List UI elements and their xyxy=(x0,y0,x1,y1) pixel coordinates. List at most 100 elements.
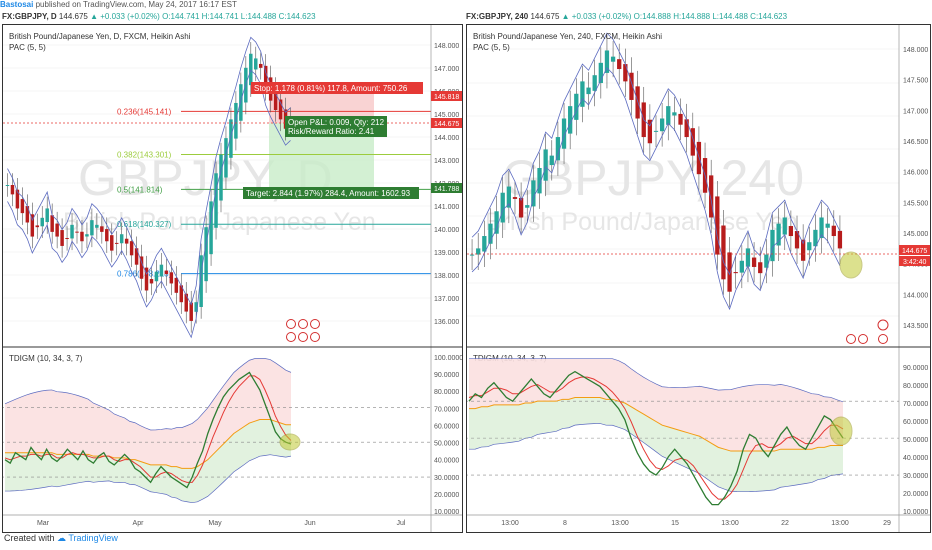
candle xyxy=(273,89,278,110)
right-last-tag xyxy=(899,245,930,255)
candle xyxy=(204,227,208,282)
left-event-icon[interactable] xyxy=(286,332,296,342)
osc-axis-label: 50.0000 xyxy=(903,437,928,444)
candle xyxy=(684,119,689,138)
price-axis-label: 145.000 xyxy=(434,112,459,119)
candle xyxy=(604,50,610,73)
osc-axis-label: 100.0000 xyxy=(434,355,462,362)
right-indicator-label: PAC (5, 5) xyxy=(473,43,510,52)
publish-info: published on TradingView.com, May 24, 20… xyxy=(35,0,237,9)
osc-upper-fill xyxy=(5,358,291,469)
right-price-axis: 148.000 147.500 147.000 146.500 146.000 145.5… xyxy=(903,47,928,330)
candle xyxy=(224,138,228,178)
right-price-tags: 144.675 3:42:40 xyxy=(899,245,930,266)
left-stop-label-bg xyxy=(251,82,423,94)
left-event-icon[interactable] xyxy=(310,332,320,342)
left-target-label[interactable]: Target: 2.844 (1.97%) 284.4, Amount: 160… xyxy=(243,187,419,199)
osc-axis-label: 80.0000 xyxy=(903,383,928,390)
left-symbol: FX:GBPJPY, D xyxy=(2,12,57,21)
right-chart-panel[interactable]: GBPJPY, 240 British Pound/Japanese Yen B… xyxy=(466,24,931,533)
osc-axis-label: 10.0000 xyxy=(903,509,928,516)
left-event-icon[interactable] xyxy=(298,319,308,329)
candle xyxy=(100,226,104,232)
right-event-icon[interactable] xyxy=(878,334,888,344)
candle xyxy=(60,230,64,246)
time-axis-label: 13:00 xyxy=(831,520,849,527)
candle xyxy=(610,56,616,62)
candle xyxy=(727,252,732,292)
candle xyxy=(85,234,89,237)
left-stop-label[interactable]: Stop: 1.178 (0.81%) 117.8, Amount: 750.2… xyxy=(251,82,423,94)
candle xyxy=(119,234,124,244)
osc-signal-line xyxy=(468,376,844,500)
candle xyxy=(5,185,10,186)
osc-market-base xyxy=(5,419,291,469)
candle xyxy=(179,285,184,303)
osc-lower-fill xyxy=(469,397,843,492)
candle xyxy=(249,53,253,86)
time-axis-label: 8 xyxy=(563,520,567,527)
candle xyxy=(476,248,481,255)
right-event-icon[interactable] xyxy=(846,334,856,344)
candle xyxy=(70,224,74,239)
left-event-icon[interactable] xyxy=(310,319,320,329)
candle xyxy=(825,223,830,228)
candle xyxy=(770,229,775,262)
right-event-icon[interactable] xyxy=(877,319,889,331)
candle xyxy=(518,197,524,218)
right-countdown-tag xyxy=(899,256,930,266)
right-osc-axis: 90.0000 80.0000 70.0000 60.0000 50.0000 40.00… xyxy=(903,365,928,516)
osc-axis-label: 80.0000 xyxy=(434,389,459,396)
candle xyxy=(189,302,193,321)
publisher-name[interactable]: Bastosai xyxy=(0,0,34,9)
candle xyxy=(678,113,683,125)
left-chart-panel[interactable]: GBPJPY, D British Pound/Japanese Yen 0.2… xyxy=(2,24,463,533)
price-axis-label: 146.500 xyxy=(903,139,928,146)
tradingview-logo-icon[interactable]: ☁ xyxy=(57,533,67,543)
right-pac-high xyxy=(471,32,841,276)
left-event-markers[interactable] xyxy=(286,319,320,342)
candle xyxy=(110,235,114,251)
price-axis-label: 138.000 xyxy=(434,273,459,280)
price-axis-label: 147.500 xyxy=(903,78,928,85)
right-symbol-line: FX:GBPJPY, 240 144.675 ▲ +0.033 (+0.02%)… xyxy=(466,11,787,23)
candle xyxy=(623,64,628,82)
osc-lower-band xyxy=(468,423,844,493)
left-symbol-line: FX:GBPJPY, D 144.675 ▲ +0.033 (+0.02%) O… xyxy=(2,11,316,23)
right-chart-svg[interactable]: GBPJPY, 240 British Pound/Japanese Yen B… xyxy=(467,25,930,532)
left-chart-title: British Pound/Japanese Yen, D, FXCM, Hei… xyxy=(9,32,191,41)
osc-axis-label: 50.0000 xyxy=(434,441,459,448)
left-open-pl: Open P&L: 0.009, Qty: 212 xyxy=(288,118,385,127)
time-axis-label: 22 xyxy=(781,520,789,527)
footer-brand[interactable]: TradingView xyxy=(68,533,118,543)
left-last-tag xyxy=(431,118,462,128)
candle xyxy=(721,225,726,280)
price-axis-label: 136.000 xyxy=(434,319,459,326)
candle xyxy=(788,226,794,237)
candle xyxy=(154,271,159,282)
time-axis-label: Apr xyxy=(133,520,145,527)
candle xyxy=(258,63,263,68)
left-chart-svg[interactable]: GBPJPY, D British Pound/Japanese Yen 0.2… xyxy=(3,25,462,532)
right-event-icon[interactable] xyxy=(858,334,868,344)
right-event-markers[interactable] xyxy=(846,319,889,344)
osc-axis-label: 90.0000 xyxy=(434,372,459,379)
candle xyxy=(598,62,603,84)
footer-created-with: Created with xyxy=(4,533,55,543)
candle xyxy=(164,270,169,275)
osc-lower-fill xyxy=(5,419,291,503)
candle xyxy=(65,237,69,239)
left-event-icon[interactable] xyxy=(286,319,296,329)
price-axis-label: 147.000 xyxy=(903,108,928,115)
left-open-label[interactable]: Open P&L: 0.009, Qty: 212 Risk/Reward Ra… xyxy=(285,116,387,137)
candle xyxy=(580,81,585,107)
candle xyxy=(15,189,20,209)
osc-axis-label: 10.0000 xyxy=(434,509,459,516)
left-event-icon[interactable] xyxy=(298,332,308,342)
osc-axis-label: 60.0000 xyxy=(903,419,928,426)
fib-level-label: 0.236(145.141) xyxy=(117,107,172,116)
time-axis-label: Jul xyxy=(397,520,406,527)
osc-axis-label: 40.0000 xyxy=(434,458,459,465)
candle xyxy=(199,255,203,307)
price-axis-label: 148.000 xyxy=(903,47,928,54)
